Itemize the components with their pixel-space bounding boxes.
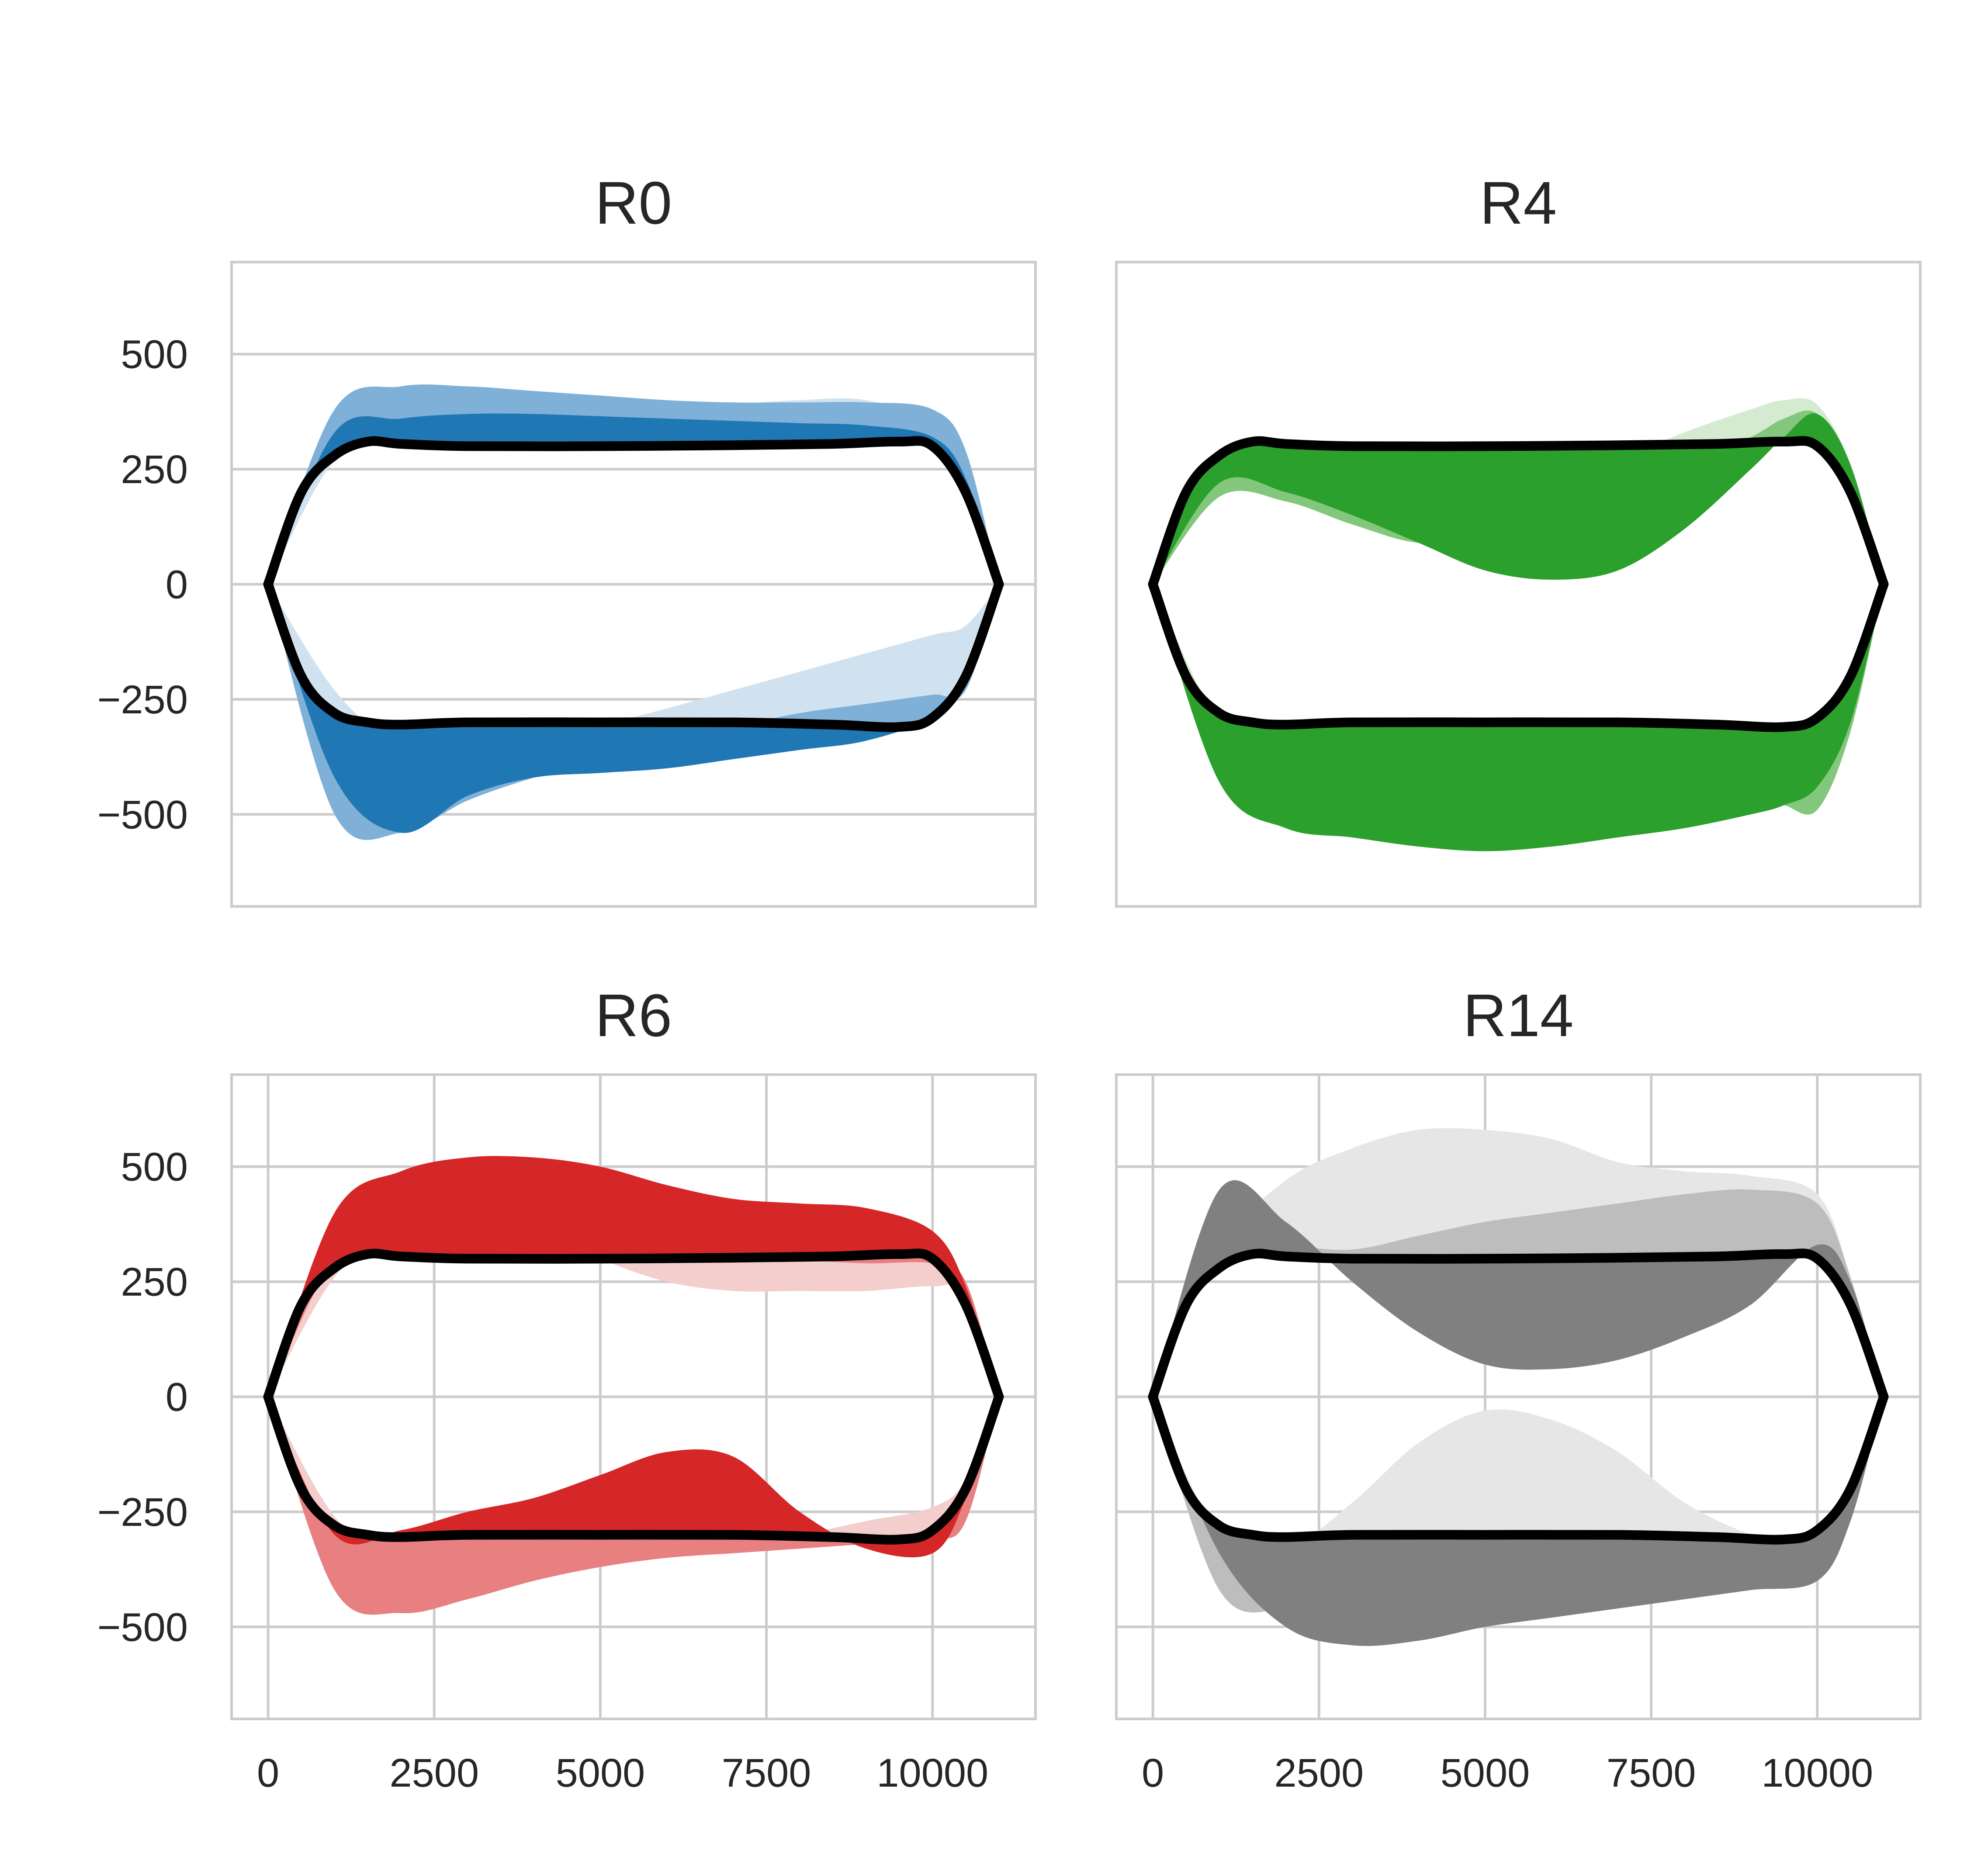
y-tick-label: 250 bbox=[121, 1260, 188, 1304]
axes-frame bbox=[230, 1073, 1037, 1720]
reference-loop-layer bbox=[263, 1248, 1004, 1545]
series-layer bbox=[1153, 1128, 1884, 1646]
x-tick-label: 0 bbox=[1142, 1751, 1164, 1795]
reference-curve-lower bbox=[1148, 1392, 1889, 1545]
reference-curve-lower bbox=[1148, 579, 1889, 732]
reference-curve-lower bbox=[263, 579, 1004, 732]
y-tick-label: 500 bbox=[121, 1145, 188, 1189]
y-tick-label: −250 bbox=[97, 678, 188, 722]
panel-title: R6 bbox=[595, 982, 672, 1049]
x-tick-label: 2500 bbox=[1274, 1751, 1364, 1795]
band-upper-series-3 bbox=[1153, 413, 1884, 584]
panel-r0: R0 −500 −250 0 250 500 bbox=[97, 169, 1037, 908]
reference-loop-layer bbox=[1148, 1248, 1889, 1545]
band-lower-series-3 bbox=[1153, 584, 1884, 851]
axes-frame bbox=[230, 261, 1037, 908]
x-tick-label: 10000 bbox=[876, 1751, 988, 1795]
band-upper-series-3 bbox=[1153, 1180, 1884, 1397]
axes-frame bbox=[1115, 261, 1922, 908]
x-tick-labels: 0 2500 5000 7500 10000 bbox=[257, 1751, 988, 1795]
y-tick-label: 500 bbox=[121, 332, 188, 377]
x-tick-label: 7500 bbox=[722, 1751, 811, 1795]
reference-curve-lower bbox=[263, 1392, 1004, 1545]
y-tick-label: 250 bbox=[121, 447, 188, 492]
band-lower-series-3 bbox=[1153, 1397, 1884, 1646]
panel-r4: R4 bbox=[1115, 169, 1922, 908]
band-upper-series-3 bbox=[268, 1156, 999, 1397]
panel-title: R4 bbox=[1480, 169, 1557, 237]
reference-curve-upper bbox=[1148, 1248, 1889, 1402]
reference-curve-upper bbox=[1148, 436, 1889, 589]
y-tick-label: 0 bbox=[166, 563, 188, 607]
band-lower-series-1 bbox=[1153, 1397, 1884, 1554]
reference-loop-layer bbox=[263, 436, 1004, 732]
y-tick-labels: −500 −250 0 250 500 bbox=[97, 332, 188, 837]
band-upper-series-2 bbox=[1153, 1189, 1884, 1397]
panel-title: R0 bbox=[595, 169, 672, 237]
y-tick-label: −250 bbox=[97, 1490, 188, 1535]
reference-loop-layer bbox=[1148, 436, 1889, 732]
y-tick-labels: −500 −250 0 250 500 bbox=[97, 1145, 188, 1650]
series-layer bbox=[1153, 398, 1884, 851]
axes-frame bbox=[1115, 1073, 1922, 1720]
x-tick-label: 5000 bbox=[1441, 1751, 1530, 1795]
y-tick-label: −500 bbox=[97, 1605, 188, 1649]
band-upper-series-3 bbox=[268, 413, 999, 584]
x-tick-label: 5000 bbox=[556, 1751, 645, 1795]
x-tick-label: 0 bbox=[257, 1751, 279, 1795]
x-tick-label: 2500 bbox=[389, 1751, 479, 1795]
band-lower-series-3 bbox=[268, 1397, 999, 1558]
band-lower-series-3 bbox=[268, 584, 999, 833]
panel-title: R14 bbox=[1463, 982, 1573, 1049]
panel-r14: R14 0 2500 5000 7500 10000 bbox=[1115, 982, 1922, 1795]
band-lower-series-2 bbox=[268, 1397, 999, 1615]
x-tick-label: 10000 bbox=[1761, 1751, 1873, 1795]
y-tick-label: −500 bbox=[97, 792, 188, 837]
reference-curve-upper bbox=[263, 1248, 1004, 1402]
band-upper-series-1 bbox=[268, 1217, 999, 1397]
reference-curve-upper bbox=[263, 436, 1004, 589]
y-tick-label: 0 bbox=[166, 1375, 188, 1420]
x-tick-labels: 0 2500 5000 7500 10000 bbox=[1142, 1751, 1873, 1795]
panel-r6: R6 −500 −250 0 250 500 0 2500 5000 7500 10000 bbox=[97, 982, 1037, 1795]
x-tick-label: 7500 bbox=[1607, 1751, 1696, 1795]
